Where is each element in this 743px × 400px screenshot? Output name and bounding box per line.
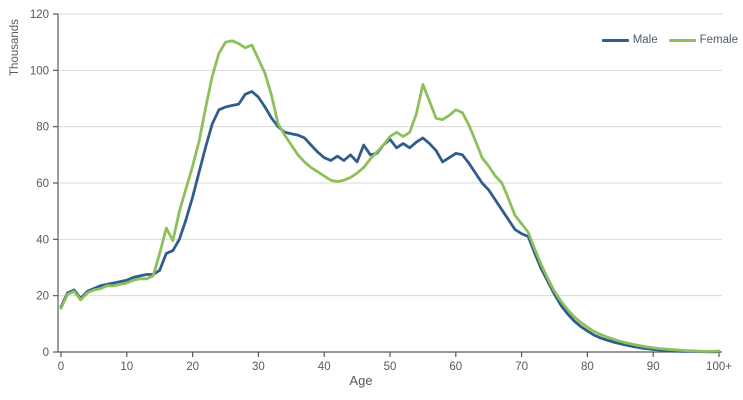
y-tick-label: 100 [30,65,49,77]
female-line-swatch [668,38,696,42]
y-tick-label: 40 [36,234,49,246]
y-tick-label: 80 [36,122,49,134]
legend-label-female: Female [699,34,738,46]
y-tick-label: 0 [43,347,49,359]
legend-item-female: Female [668,34,738,46]
legend-label-male: Male [632,34,658,46]
x-tick-label: 50 [384,361,397,373]
x-tick-label: 10 [120,361,133,373]
x-tick-label: 30 [252,361,265,373]
x-tick-label: 60 [449,361,462,373]
y-tick-label: 60 [36,178,49,190]
y-tick-label: 20 [36,291,49,303]
male-line-swatch [601,38,629,42]
y-axis-title: Thousands [9,19,21,76]
x-tick-label: 70 [515,361,528,373]
male-line [59,90,721,354]
x-tick-label: 90 [647,361,660,373]
x-axis-title: Age [349,373,373,388]
x-tick-label: 100+ [706,361,732,373]
legend: Male Female [601,34,738,46]
x-tick-label: 40 [318,361,331,373]
x-tick-label: 80 [581,361,594,373]
female-line [59,39,721,353]
x-tick-label: 20 [186,361,199,373]
x-tick-label: 0 [58,361,64,373]
legend-item-male: Male [601,34,658,46]
y-tick-label: 120 [30,9,49,21]
